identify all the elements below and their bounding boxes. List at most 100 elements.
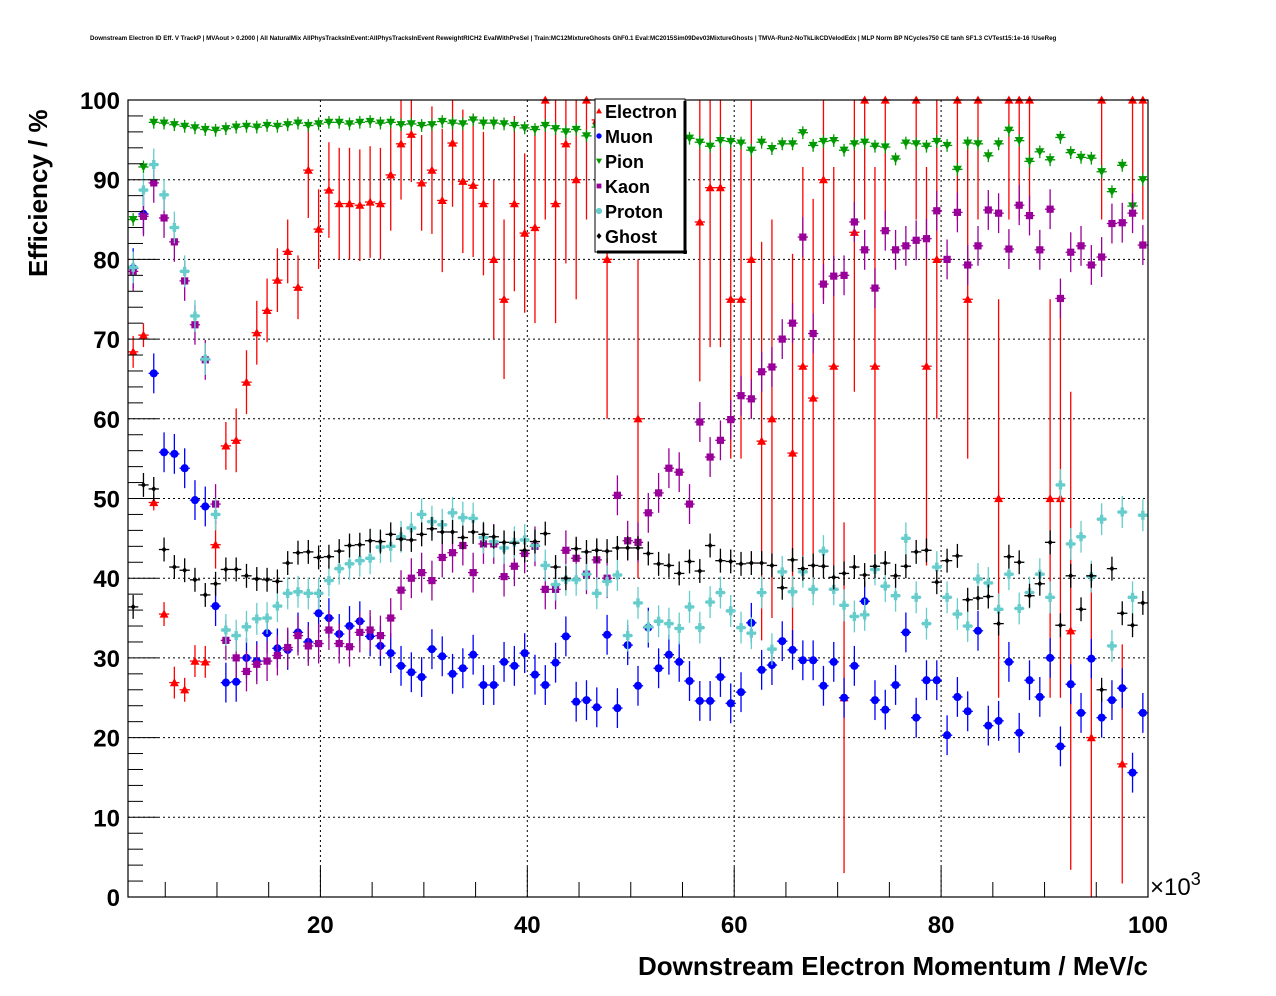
data-point — [932, 254, 942, 263]
data-point — [469, 650, 478, 659]
data-point — [695, 696, 704, 705]
data-point — [272, 275, 282, 284]
data-point — [448, 508, 458, 518]
data-point — [726, 699, 735, 708]
data-point — [1130, 622, 1136, 629]
data-point — [128, 262, 138, 272]
data-point — [747, 395, 755, 403]
data-point — [140, 481, 146, 488]
data-point — [540, 560, 550, 570]
data-point — [1057, 622, 1063, 629]
data-point — [303, 165, 313, 174]
data-point — [551, 658, 560, 667]
data-point — [334, 199, 344, 208]
legend-label: Electron — [605, 102, 677, 122]
data-point — [355, 200, 365, 209]
data-point — [964, 261, 972, 269]
data-point — [159, 609, 169, 618]
data-point — [460, 534, 466, 541]
data-point — [717, 557, 723, 564]
data-point — [1046, 653, 1055, 662]
data-point — [819, 280, 828, 288]
data-point — [221, 625, 231, 635]
data-point — [571, 125, 581, 134]
data-point — [790, 556, 796, 563]
data-point — [818, 175, 828, 184]
data-point — [1119, 610, 1125, 617]
legend-entry-proton: Proton — [596, 202, 663, 222]
data-point — [625, 544, 631, 551]
data-point — [902, 242, 910, 250]
data-point — [283, 121, 293, 130]
data-point — [180, 122, 190, 131]
data-point — [903, 563, 909, 570]
data-point — [159, 119, 169, 128]
y-tick-label: 60 — [93, 407, 120, 434]
series-pion — [128, 113, 1148, 226]
data-point — [1117, 161, 1127, 170]
data-point — [912, 236, 920, 244]
data-point — [736, 623, 746, 633]
data-point — [963, 621, 973, 631]
legend-entry-ghost: Ghost — [596, 227, 657, 247]
data-point — [303, 121, 313, 131]
data-point — [1087, 654, 1096, 663]
data-point — [1118, 219, 1126, 227]
data-point — [934, 579, 940, 586]
data-point — [314, 609, 323, 618]
data-point — [715, 137, 725, 146]
data-point — [737, 392, 745, 400]
data-point — [283, 246, 293, 256]
data-point — [1109, 565, 1115, 572]
data-point — [190, 311, 200, 321]
data-point — [284, 643, 292, 652]
data-point — [923, 547, 929, 554]
data-point — [849, 140, 859, 149]
data-point — [769, 562, 775, 569]
data-point — [757, 665, 766, 674]
data-point — [468, 513, 478, 523]
data-point — [1035, 148, 1045, 157]
data-point — [211, 602, 220, 611]
data-point — [357, 541, 363, 548]
data-point — [478, 119, 488, 128]
data-point — [367, 537, 373, 544]
data-point — [633, 598, 643, 608]
data-point — [232, 677, 241, 686]
data-point — [448, 669, 457, 678]
legend-entry-kaon: Kaon — [596, 177, 650, 197]
y-tick-label: 10 — [93, 805, 120, 832]
data-point — [386, 170, 396, 179]
data-point — [995, 209, 1003, 217]
data-point — [1077, 242, 1085, 250]
data-point — [522, 547, 528, 554]
data-point — [654, 664, 663, 673]
data-point — [159, 190, 169, 200]
data-point — [314, 588, 324, 598]
data-point — [509, 121, 519, 131]
data-point — [128, 215, 138, 225]
data-point — [767, 414, 777, 423]
data-point — [347, 542, 353, 549]
data-point — [862, 572, 868, 579]
data-point — [375, 119, 385, 128]
data-point — [139, 212, 148, 220]
data-point — [715, 183, 725, 192]
data-point — [305, 548, 311, 555]
data-point — [294, 631, 302, 640]
data-point — [685, 602, 695, 612]
data-point — [510, 562, 518, 570]
data-point — [911, 592, 921, 602]
data-point — [437, 195, 447, 205]
data-point — [192, 576, 198, 583]
legend-label: Proton — [605, 202, 663, 222]
data-point — [1087, 261, 1095, 269]
data-point — [542, 530, 548, 537]
data-point — [561, 139, 571, 148]
data-point — [778, 637, 787, 646]
data-point — [809, 329, 817, 338]
data-point — [1005, 245, 1013, 253]
data-point — [169, 121, 179, 130]
data-point — [675, 657, 684, 666]
data-point — [171, 564, 177, 571]
